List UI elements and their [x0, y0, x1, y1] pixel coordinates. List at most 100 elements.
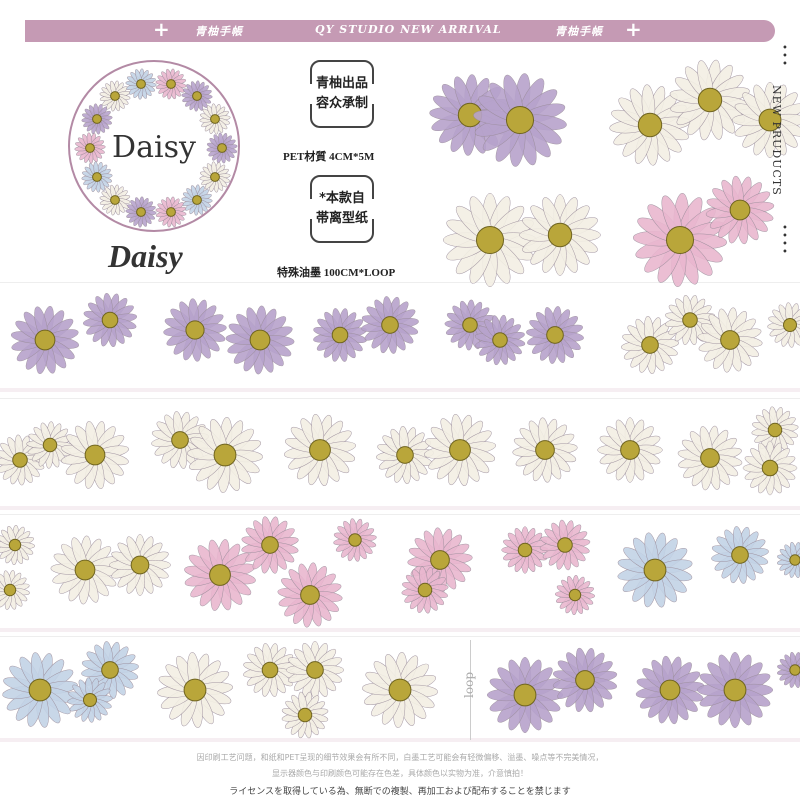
daisy-flower	[74, 132, 106, 164]
banner-right-text: 青柚手帳	[555, 25, 603, 38]
daisy-flower	[705, 175, 775, 245]
daisy-flower	[285, 640, 345, 700]
daisy-flower	[512, 417, 578, 483]
daisy-flower	[424, 414, 496, 486]
daisy-flower	[99, 81, 131, 112]
banner-center-text: QY STUDIO NEW ARRIVAL	[315, 23, 502, 36]
daisy-flower	[284, 414, 356, 486]
tape-strip-1	[0, 282, 800, 392]
daisy-flower	[633, 193, 727, 287]
daisy-flower	[61, 421, 129, 489]
daisy-flower	[67, 677, 113, 723]
daisy-flower	[474, 314, 526, 366]
brand-title: Daisy	[108, 238, 183, 274]
daisy-flower	[442, 192, 538, 288]
daisy-flower	[696, 651, 774, 729]
daisy-flower	[225, 305, 295, 375]
daisy-flower	[731, 81, 800, 159]
tape-strip-4	[0, 636, 800, 742]
daisy-flower	[742, 440, 798, 496]
daisy-flower	[554, 574, 596, 616]
daisy-flower	[597, 417, 663, 483]
daisy-flower	[281, 691, 329, 739]
dots-decoration: • • • •	[782, 223, 788, 258]
daisy-flower	[767, 302, 800, 348]
daisy-flower	[519, 194, 601, 276]
daisy-flower	[243, 643, 297, 697]
daisy-flower	[539, 519, 591, 571]
daisy-flower	[157, 652, 233, 728]
note-line-1: 因印刷工艺问题，和纸和PET呈现的细节效果会有所不同，白墨工艺可能会有轻微偏移、…	[196, 753, 604, 762]
daisy-flower	[81, 103, 113, 135]
daisy-flower	[751, 406, 799, 454]
box1-line1: 青柚出品	[315, 76, 368, 91]
dots-decoration: • • •	[782, 43, 788, 70]
daisy-flower	[677, 425, 743, 491]
daisy-flower	[206, 132, 238, 164]
daisy-flower	[82, 292, 138, 348]
product-circle-image: Daisy	[68, 60, 240, 232]
daisy-flower	[777, 542, 800, 578]
daisy-flower	[26, 421, 74, 469]
note-line-3: ライセンスを取得している為、無断での複製、再加工および配布することを禁じます	[229, 787, 571, 797]
daisy-flower	[552, 647, 618, 713]
info-box-2: *本款自帯离型纸	[308, 175, 376, 243]
daisy-flower	[0, 570, 30, 610]
daisy-flower	[361, 651, 439, 729]
spec-ink: 特殊油墨 100CM*LOOP	[277, 267, 396, 279]
daisy-flower	[333, 518, 377, 562]
box2-line1: *本款自	[319, 191, 365, 206]
daisy-flower	[151, 411, 209, 469]
daisy-flower	[10, 305, 80, 375]
side-label: NEW PRUDUCTS	[770, 85, 783, 196]
daisy-flower	[99, 184, 131, 215]
daisy-flower	[199, 161, 231, 193]
daisy-flower	[184, 539, 256, 611]
daisy-flower	[0, 524, 36, 566]
daisy-flower	[241, 516, 299, 574]
daisy-flower	[501, 526, 549, 574]
daisy-flower	[199, 103, 231, 135]
box1-line2: 容众承制	[315, 96, 368, 111]
daisy-flower	[81, 161, 113, 193]
daisy-flower	[155, 68, 187, 100]
daisy-flower	[486, 656, 564, 734]
daisy-flower	[181, 80, 213, 112]
daisy-flower	[401, 566, 449, 614]
daisy-flower	[617, 532, 693, 608]
plus-icon: +	[153, 17, 171, 41]
tape-strip-2	[0, 398, 800, 510]
daisy-flower	[277, 562, 343, 628]
daisy-flower	[473, 73, 567, 167]
daisy-flower	[361, 296, 419, 354]
circle-title: Daisy	[112, 130, 196, 165]
banner-left-text: 青柚手帳	[195, 25, 243, 38]
box2-line2: 帯离型纸	[315, 211, 368, 226]
daisy-flower	[697, 307, 763, 373]
loop-divider	[470, 640, 471, 740]
daisy-flower	[313, 308, 367, 362]
daisy-flower	[186, 416, 264, 494]
daisy-flower	[2, 652, 78, 728]
daisy-flower	[50, 535, 120, 605]
tape-strip-3	[0, 514, 800, 632]
daisy-flower	[181, 184, 213, 216]
daisy-flower	[407, 527, 473, 593]
daisy-flower	[635, 655, 705, 725]
daisy-flower	[621, 316, 679, 374]
daisy-flower	[163, 298, 227, 362]
plus-icon: +	[625, 17, 643, 41]
daisy-flower	[669, 59, 751, 141]
daisy-flower	[526, 306, 584, 364]
daisy-flower	[109, 534, 171, 596]
loop-label: loop	[462, 672, 476, 698]
top-banner: + 青柚手帳 QY STUDIO NEW ARRIVAL 青柚手帳 +	[25, 17, 775, 42]
info-box-1: 青柚出品 容众承制	[308, 60, 376, 128]
note-line-2: 显示器颜色与印刷颜色可能存在色差，具体颜色以实物为准，介意慎拍！	[272, 769, 528, 778]
daisy-flower	[777, 652, 800, 688]
daisy-flower	[125, 68, 157, 100]
daisy-flower	[155, 196, 187, 228]
daisy-flower	[609, 84, 691, 166]
daisy-flower	[125, 196, 157, 228]
daisy-flower	[711, 526, 769, 584]
